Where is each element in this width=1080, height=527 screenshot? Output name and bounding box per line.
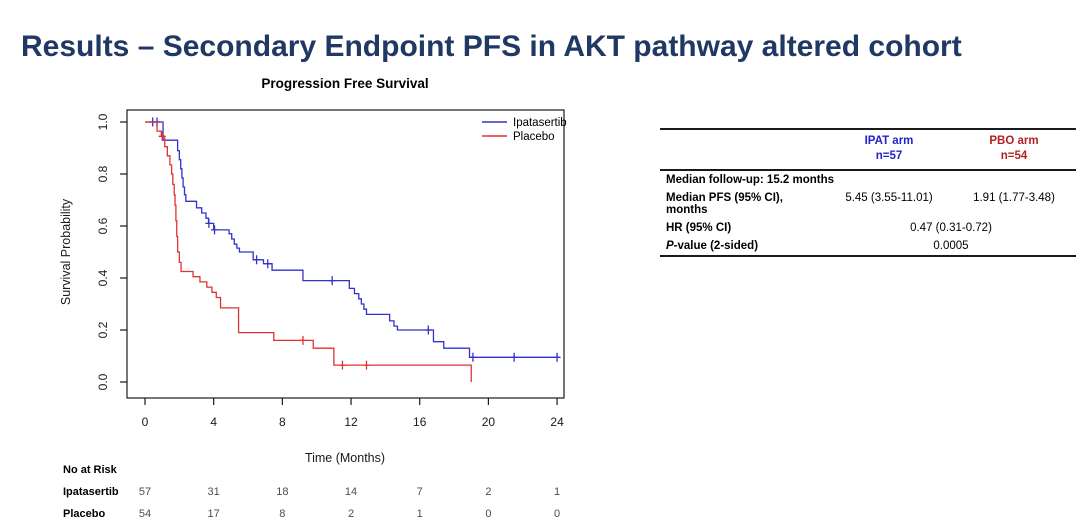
- stats-table-body: Median follow-up: 15.2 months Median PFS …: [660, 170, 1076, 256]
- x-tick-label: 20: [482, 415, 496, 429]
- stats-row: Median follow-up: 15.2 months: [660, 170, 1076, 189]
- risk-count: 54: [139, 508, 151, 520]
- x-tick-label: 12: [344, 415, 358, 429]
- legend-label: Ipatasertib: [513, 117, 567, 129]
- stats-value: 1.91 (1.77-3.48): [973, 191, 1055, 204]
- x-tick-label: 16: [413, 415, 427, 429]
- censor-mark: [328, 276, 336, 286]
- censor-mark: [299, 335, 307, 345]
- risk-count: 18: [276, 486, 288, 498]
- survival-curve-ipatasertib: [145, 121, 560, 358]
- x-tick-label: 0: [142, 415, 149, 429]
- risk-count: 57: [139, 486, 151, 498]
- risk-count: 7: [417, 486, 423, 498]
- x-tick-label: 8: [279, 415, 286, 429]
- risk-count: 17: [208, 508, 220, 520]
- stats-header-row: IPAT arm n=57 PBO arm n=54: [660, 129, 1076, 171]
- stats-table-header: IPAT arm n=57 PBO arm n=54: [660, 129, 1076, 171]
- risk-count: 2: [348, 508, 354, 520]
- stats-header-empty: [660, 129, 826, 171]
- legend-label: Placebo: [513, 131, 555, 143]
- risk-count: 0: [485, 508, 491, 520]
- stats-row: P-value (2-sided) 0.0005: [660, 237, 1076, 256]
- censor-mark: [362, 360, 370, 370]
- stats-value: 5.45 (3.55-11.01): [845, 191, 933, 204]
- x-axis-label: Time (Months): [305, 451, 385, 465]
- risk-table-title: No at Risk: [63, 464, 118, 476]
- risk-row-label: Placebo: [63, 508, 105, 520]
- censor-mark: [211, 225, 219, 235]
- stats-span-value: 0.0005: [933, 239, 969, 252]
- stats-arm-header-1: IPAT arm n=57: [826, 129, 952, 171]
- risk-count: 1: [554, 486, 560, 498]
- censor-mark: [264, 259, 272, 269]
- censor-mark: [158, 131, 166, 141]
- censor-mark: [469, 352, 477, 362]
- stats-row-label: HR (95% CI): [666, 221, 732, 234]
- risk-row-label: Ipatasertib: [63, 486, 119, 498]
- y-tick-label: 0.8: [96, 165, 110, 182]
- censor-mark: [424, 325, 432, 335]
- plot-box: [126, 109, 565, 399]
- risk-count: 31: [208, 486, 220, 498]
- risk-count: 8: [279, 508, 285, 520]
- censor-mark: [510, 352, 518, 362]
- stats-row: HR (95% CI) 0.47 (0.31-0.72): [660, 219, 1076, 237]
- x-tick-label: 4: [210, 415, 217, 429]
- risk-count: 1: [417, 508, 423, 520]
- stats-row: Median PFS (95% CI), months 5.45 (3.55-11…: [660, 189, 1076, 219]
- y-tick-label: 1.0: [96, 113, 110, 130]
- slide-title: Results – Secondary Endpoint PFS in AKT …: [21, 30, 962, 64]
- risk-count: 14: [345, 486, 357, 498]
- y-tick-label: 0.6: [96, 217, 110, 234]
- censor-mark: [553, 352, 561, 362]
- chart-title: Progression Free Survival: [261, 76, 428, 91]
- stats-summary-table: IPAT arm n=57 PBO arm n=54 Median follow-up…: [660, 128, 1076, 257]
- stats-arm-header-2: PBO arm n=54: [952, 129, 1076, 171]
- stats-row-label: Median follow-up: 15.2 months: [666, 173, 835, 186]
- y-tick-label: 0.4: [96, 269, 110, 286]
- y-tick-label: 0.0: [96, 373, 110, 390]
- y-tick-label: 0.2: [96, 321, 110, 338]
- survival-curve-placebo: [145, 121, 472, 382]
- stats-span-value: 0.47 (0.31-0.72): [910, 221, 992, 234]
- risk-count: 0: [554, 508, 560, 520]
- risk-count: 2: [485, 486, 491, 498]
- censor-mark: [205, 218, 213, 228]
- y-axis-label: Survival Probability: [59, 198, 73, 305]
- x-tick-label: 24: [550, 415, 564, 429]
- censor-mark: [253, 255, 261, 265]
- censor-mark: [338, 360, 346, 370]
- stats-row-label: P-value (2-sided): [666, 239, 759, 252]
- stats-row-label: Median PFS (95% CI), months: [666, 191, 783, 216]
